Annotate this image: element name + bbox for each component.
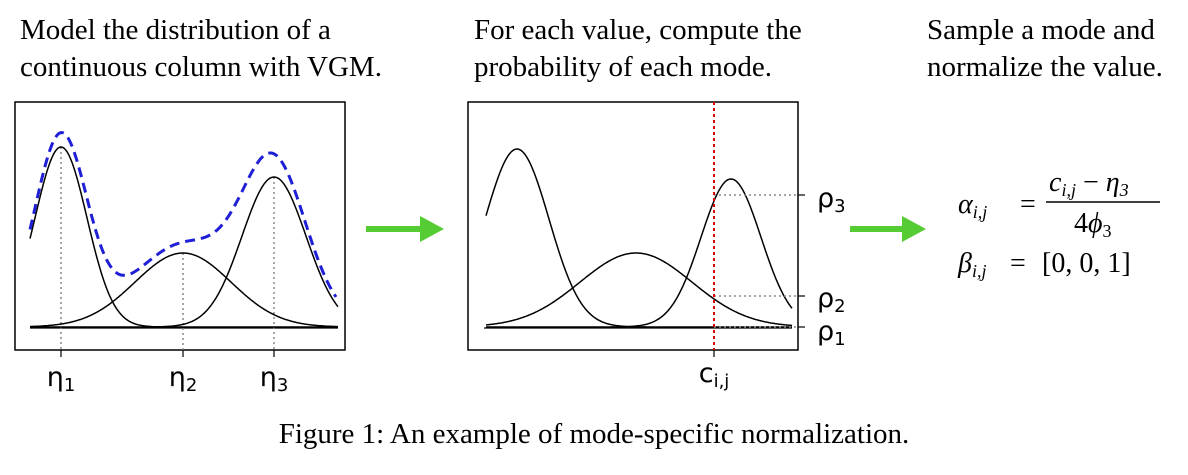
alpha-equals: = [1020, 189, 1036, 220]
mode-curve-2 [30, 252, 338, 328]
step1-title: Model the distribution of a continuous c… [20, 12, 382, 86]
step3-title-line2: normalize the value. [927, 51, 1163, 83]
mode-curve-1 [485, 148, 792, 328]
panel2-frame [467, 101, 799, 351]
panel1-frame [14, 101, 346, 351]
label-eta1: η1 [47, 362, 76, 396]
label-rho3: ρ3 [817, 183, 846, 217]
step3-title: Sample a mode and normalize the value. [927, 12, 1163, 86]
label-cij: ci,j [699, 358, 730, 392]
mode-curve-1 [29, 146, 338, 328]
beta-value: [0, 0, 1] [1042, 248, 1131, 279]
panel-vgm: η1 η2 η3 [14, 101, 346, 396]
formula-denominator: 4ϕ3 [1074, 208, 1112, 241]
arrow-step1-to-step2 [366, 216, 444, 242]
mode-curve-3 [486, 178, 793, 328]
mixture-density-curve [28, 131, 338, 298]
mode-curve-3 [30, 176, 339, 328]
label-rho2: ρ2 [817, 283, 846, 317]
step1-title-line2: continuous column with VGM. [20, 51, 382, 83]
mode-curve-2 [485, 252, 793, 327]
step3-title-line1: Sample a mode and [927, 14, 1155, 46]
formula-numerator: ci,j − η3 [1049, 167, 1129, 200]
arrow2-head [902, 216, 926, 242]
step2-title-line1: For each value, compute the [474, 14, 802, 46]
beta-equals: = [1010, 248, 1026, 279]
step1-title-line1: Model the distribution of a [20, 14, 331, 46]
panel1-mode-curves [29, 146, 339, 328]
panel-mode-probability: ρ3 ρ2 ρ1 ci,j [467, 101, 846, 392]
figure-caption: Figure 1: An example of mode-specific no… [278, 418, 910, 450]
panel2-mode-curves [485, 148, 793, 328]
arrow-step2-to-step3 [850, 216, 926, 242]
step2-title: For each value, compute the probability … [474, 12, 802, 86]
arrow1-head [420, 216, 444, 242]
label-rho1: ρ1 [817, 316, 846, 350]
panel1-mode-guides [60, 147, 275, 350]
normalization-formula: αi,j = ci,j − η3 4ϕ3 βi,j = [0, 0, 1] [957, 167, 1160, 281]
beta-lhs: βi,j [957, 248, 986, 281]
label-eta3: η3 [260, 362, 289, 396]
step2-title-line2: probability of each mode. [474, 51, 772, 83]
alpha-lhs: αi,j [958, 189, 987, 222]
label-eta2: η2 [169, 362, 198, 396]
